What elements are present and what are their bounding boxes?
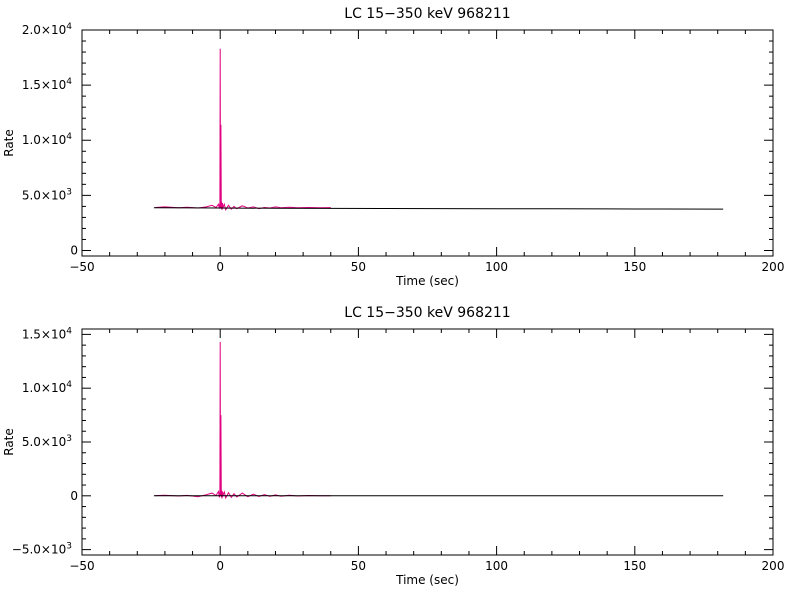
y-tick-label: 5.0×103: [22, 434, 72, 449]
y-tick-label: 1.5×104: [22, 77, 72, 92]
x-tick-label: 50: [351, 260, 366, 274]
x-tick-label: 200: [762, 559, 785, 573]
x-tick-label: 0: [216, 559, 224, 573]
x-axis-label: Time (sec): [395, 274, 459, 288]
chart-title: LC 15−350 keV 968211: [344, 6, 510, 22]
y-tick-label: 5.0×103: [22, 187, 72, 202]
series-line-2: [153, 207, 724, 210]
y-axis-label: Rate: [2, 129, 16, 157]
y-tick-label: 1.0×104: [22, 380, 72, 395]
x-tick-label: 0: [216, 260, 224, 274]
x-tick-label: 150: [623, 260, 646, 274]
y-axis-label: Rate: [2, 428, 16, 456]
y-tick-label: 1.5×104: [22, 326, 72, 341]
y-tick-label: 1.0×104: [22, 132, 72, 147]
series-line-1: [155, 341, 331, 500]
x-tick-label: 150: [623, 559, 646, 573]
panel-1: LC 15−350 keV 968211 −50 0 50 100 150 200 0 5.0×…: [2, 6, 784, 288]
series-line-1: [155, 48, 331, 211]
x-tick-label: 100: [485, 559, 508, 573]
chart-title: LC 15−350 keV 968211: [344, 305, 510, 321]
x-axis-label: Time (sec): [395, 573, 459, 587]
x-tick-label: 200: [762, 260, 785, 274]
y-tick-label: −5.0×103: [12, 542, 72, 557]
x-tick-label: 50: [351, 559, 366, 573]
panel-2: LC 15−350 keV 968211 −50 0 50 100 150 200 −5.0×…: [2, 305, 784, 587]
plot-frame: [81, 328, 774, 556]
y-tick-label: 0: [70, 489, 78, 503]
y-tick-label: 0: [70, 243, 78, 257]
x-tick-label: 100: [485, 260, 508, 274]
plot-frame: [81, 29, 774, 257]
x-tick-label: −50: [69, 559, 94, 573]
y-tick-label: 2.0×104: [22, 22, 72, 37]
x-tick-label: −50: [69, 260, 94, 274]
